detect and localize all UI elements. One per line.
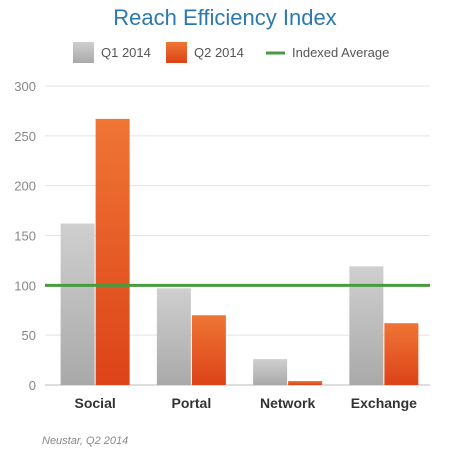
bars (60, 118, 419, 385)
y-tick-label: 200 (14, 179, 36, 194)
source-note: Neustar, Q2 2014 (42, 435, 128, 447)
bar-q1-portal (156, 288, 191, 385)
chart-title: Reach Efficiency Index (113, 5, 336, 30)
y-axis: 0 50 100 150 200 250 300 (14, 79, 36, 393)
legend: Q1 2014 Q2 2014 Indexed Average (73, 42, 389, 63)
legend-label-q2: Q2 2014 (194, 45, 244, 60)
bar-q2-social (95, 118, 130, 385)
x-tick-label: Portal (172, 395, 212, 411)
y-tick-label: 300 (14, 79, 36, 94)
legend-swatch-q2 (166, 42, 187, 63)
y-tick-label: 150 (14, 229, 36, 244)
x-tick-label: Social (75, 395, 116, 411)
bar-q2-network (288, 381, 323, 385)
legend-swatch-q1 (73, 42, 94, 63)
x-tick-label: Network (260, 395, 315, 411)
bar-q2-portal (191, 315, 226, 385)
y-tick-label: 100 (14, 278, 36, 293)
bar-q1-network (253, 359, 288, 385)
bar-q2-exchange (384, 323, 419, 385)
y-tick-label: 0 (29, 378, 36, 393)
y-tick-label: 50 (22, 328, 36, 343)
bar-q1-social (60, 223, 95, 385)
x-axis: Social Portal Network Exchange (75, 395, 418, 411)
x-tick-label: Exchange (351, 395, 417, 411)
y-tick-label: 250 (14, 129, 36, 144)
legend-label-average: Indexed Average (292, 45, 389, 60)
legend-label-q1: Q1 2014 (101, 45, 151, 60)
